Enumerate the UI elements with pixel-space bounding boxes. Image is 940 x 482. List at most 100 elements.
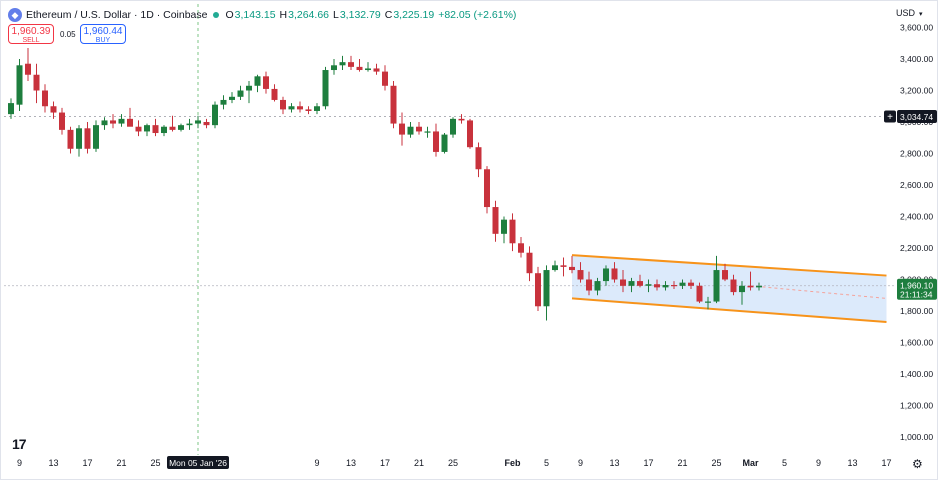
candle-body-up[interactable] — [254, 76, 261, 86]
candle-body-up[interactable] — [424, 131, 431, 133]
candle-body-down[interactable] — [433, 131, 439, 152]
candle-body-down[interactable] — [84, 128, 91, 149]
candle-body-down[interactable] — [654, 284, 660, 288]
candle-body-down[interactable] — [382, 71, 388, 86]
candle-body-up[interactable] — [705, 301, 711, 303]
candle-body-up[interactable] — [16, 65, 23, 105]
candle-body-down[interactable] — [484, 169, 490, 208]
candle-body-up[interactable] — [407, 126, 414, 135]
candle-body-up[interactable] — [76, 128, 82, 149]
candle-body-up[interactable] — [756, 285, 762, 288]
candle-body-down[interactable] — [25, 63, 31, 75]
tradingview-logo-icon[interactable]: 17 — [12, 436, 27, 452]
candle-body-up[interactable] — [101, 120, 108, 126]
candle-body-down[interactable] — [611, 268, 618, 280]
channel-fill[interactable] — [572, 255, 887, 323]
candle-body-up[interactable] — [441, 134, 448, 152]
currency-selector[interactable]: USD ▾ — [896, 8, 923, 18]
candle-body-down[interactable] — [271, 88, 278, 100]
candle-body-up[interactable] — [288, 106, 295, 110]
candle-body-down[interactable] — [416, 126, 422, 132]
candle-body-down[interactable] — [169, 126, 176, 130]
candle-body-down[interactable] — [356, 66, 363, 71]
candle-body-down[interactable] — [458, 118, 465, 121]
candle-body-up[interactable] — [212, 104, 218, 126]
candle-body-down[interactable] — [152, 125, 159, 134]
candle-body-down[interactable] — [127, 118, 133, 127]
candle-body-up[interactable] — [645, 284, 652, 286]
candle-body-down[interactable] — [535, 273, 541, 307]
candle-body-up[interactable] — [552, 265, 558, 271]
candle-body-up[interactable] — [220, 99, 227, 105]
candle-body-up[interactable] — [339, 62, 346, 66]
candle-body-up[interactable] — [93, 125, 99, 149]
candle-body-down[interactable] — [509, 219, 516, 244]
buy-button[interactable]: 1,960.44 BUY — [80, 24, 126, 44]
candle-body-down[interactable] — [263, 76, 269, 89]
candle-body-up[interactable] — [178, 125, 184, 130]
candle-body-down[interactable] — [305, 109, 312, 111]
candle-body-up[interactable] — [594, 281, 601, 291]
candle-body-up[interactable] — [501, 219, 507, 234]
candle-body-down[interactable] — [688, 282, 694, 286]
candle-body-down[interactable] — [373, 68, 380, 72]
gear-icon[interactable]: ⚙ — [912, 457, 923, 471]
candle-body-up[interactable] — [246, 85, 252, 91]
candle-body-up[interactable] — [161, 126, 167, 134]
sell-button[interactable]: 1,960.39 SELL — [8, 24, 54, 44]
candle-body-down[interactable] — [33, 74, 40, 91]
candle-body-up[interactable] — [628, 281, 635, 286]
candle-body-down[interactable] — [399, 123, 405, 135]
candle-body-down[interactable] — [280, 99, 286, 110]
candle-body-down[interactable] — [560, 265, 567, 267]
candle-body-down[interactable] — [390, 85, 397, 124]
candle-body-up[interactable] — [679, 282, 686, 286]
candle-body-down[interactable] — [50, 106, 57, 113]
candle-body-up[interactable] — [739, 285, 745, 293]
candle-body-down[interactable] — [475, 147, 482, 170]
candle-body-down[interactable] — [730, 279, 737, 293]
candle-body-up[interactable] — [8, 103, 14, 115]
candle-body-up[interactable] — [603, 268, 609, 282]
candle-body-up[interactable] — [450, 118, 456, 135]
candle-body-down[interactable] — [637, 281, 643, 286]
candle-body-down[interactable] — [135, 126, 142, 132]
crosshair-add-button[interactable] — [884, 110, 896, 123]
candle-body-up[interactable] — [314, 106, 320, 111]
candle-body-down[interactable] — [586, 279, 592, 291]
candle-body-down[interactable] — [747, 285, 754, 288]
candle-body-down[interactable] — [42, 90, 48, 107]
candle-body-down[interactable] — [671, 285, 677, 287]
candle-body-down[interactable] — [297, 106, 303, 110]
candle-body-up[interactable] — [322, 70, 329, 107]
candle-body-down[interactable] — [722, 270, 728, 280]
candle-body-down[interactable] — [467, 120, 473, 148]
symbol-title[interactable]: Ethereum / U.S. Dollar · 1D · Coinbase — [26, 9, 208, 21]
candle-body-up[interactable] — [365, 68, 371, 71]
candle-body-up[interactable] — [662, 285, 669, 288]
candle-body-down[interactable] — [569, 266, 575, 271]
candle-body-up[interactable] — [144, 125, 150, 132]
candle-body-up[interactable] — [237, 90, 244, 97]
candle-body-up[interactable] — [195, 120, 201, 124]
candle-body-up[interactable] — [331, 65, 337, 71]
candle-body-down[interactable] — [203, 122, 210, 126]
candle-body-down[interactable] — [518, 243, 524, 253]
candle-body-down[interactable] — [577, 270, 584, 280]
channel-lower-line[interactable] — [571, 297, 887, 324]
candle-body-up[interactable] — [713, 270, 720, 302]
candle-body-down[interactable] — [526, 252, 533, 274]
candle-body-down[interactable] — [59, 112, 65, 130]
candle-body-up[interactable] — [118, 118, 125, 124]
candle-body-down[interactable] — [348, 62, 354, 67]
candle-body-down[interactable] — [67, 129, 74, 149]
candle-body-up[interactable] — [186, 123, 193, 126]
candle-body-up[interactable] — [229, 96, 235, 100]
candle-body-down[interactable] — [110, 120, 116, 124]
candle-body-down[interactable] — [696, 285, 703, 302]
candle-body-up[interactable] — [543, 270, 550, 307]
candle-body-down[interactable] — [620, 279, 626, 286]
channel-upper-line[interactable] — [571, 254, 887, 277]
candle-body-down[interactable] — [492, 207, 499, 234]
